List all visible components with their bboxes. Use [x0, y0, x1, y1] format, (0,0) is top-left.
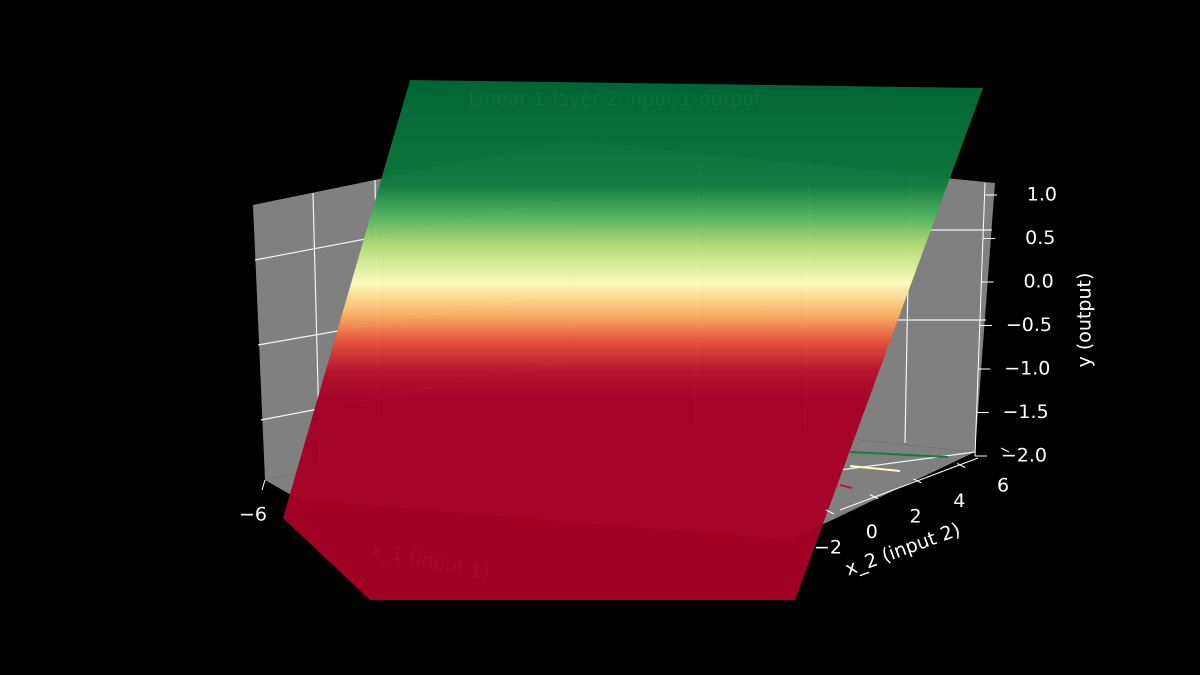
y-tick-label: 6 [997, 475, 1009, 497]
y-tick-label: 0 [866, 521, 878, 543]
z-tick-label: −1.0 [1004, 358, 1050, 380]
surface [283, 80, 983, 600]
contour [849, 465, 901, 472]
z-tick-label: −1.5 [1003, 401, 1049, 423]
z-axis-label: y (output) [1074, 273, 1096, 368]
y-tick [957, 463, 966, 468]
contour [839, 484, 853, 489]
y-tick [1000, 447, 1010, 453]
y-tick-label: 4 [953, 490, 965, 512]
z-tick-label: 0.5 [1025, 227, 1055, 249]
z-tick-label: −2.0 [1001, 445, 1047, 467]
y-tick [913, 478, 922, 484]
y-tick-label: −2 [814, 537, 842, 559]
axis-line [974, 182, 986, 457]
y-tick [825, 509, 835, 515]
y-tick-label: 2 [909, 506, 921, 528]
y-axis-label: x_2 (input 2) [842, 519, 963, 581]
z-tick-label: 0.0 [1023, 271, 1053, 293]
axis-line [839, 457, 979, 511]
y-tick [869, 494, 878, 499]
x-tick [261, 479, 266, 491]
contour [849, 451, 949, 458]
x-tick-label: −6 [239, 504, 267, 526]
z-tick-label: 1.0 [1027, 184, 1057, 206]
z-tick-label: −0.5 [1006, 314, 1052, 336]
